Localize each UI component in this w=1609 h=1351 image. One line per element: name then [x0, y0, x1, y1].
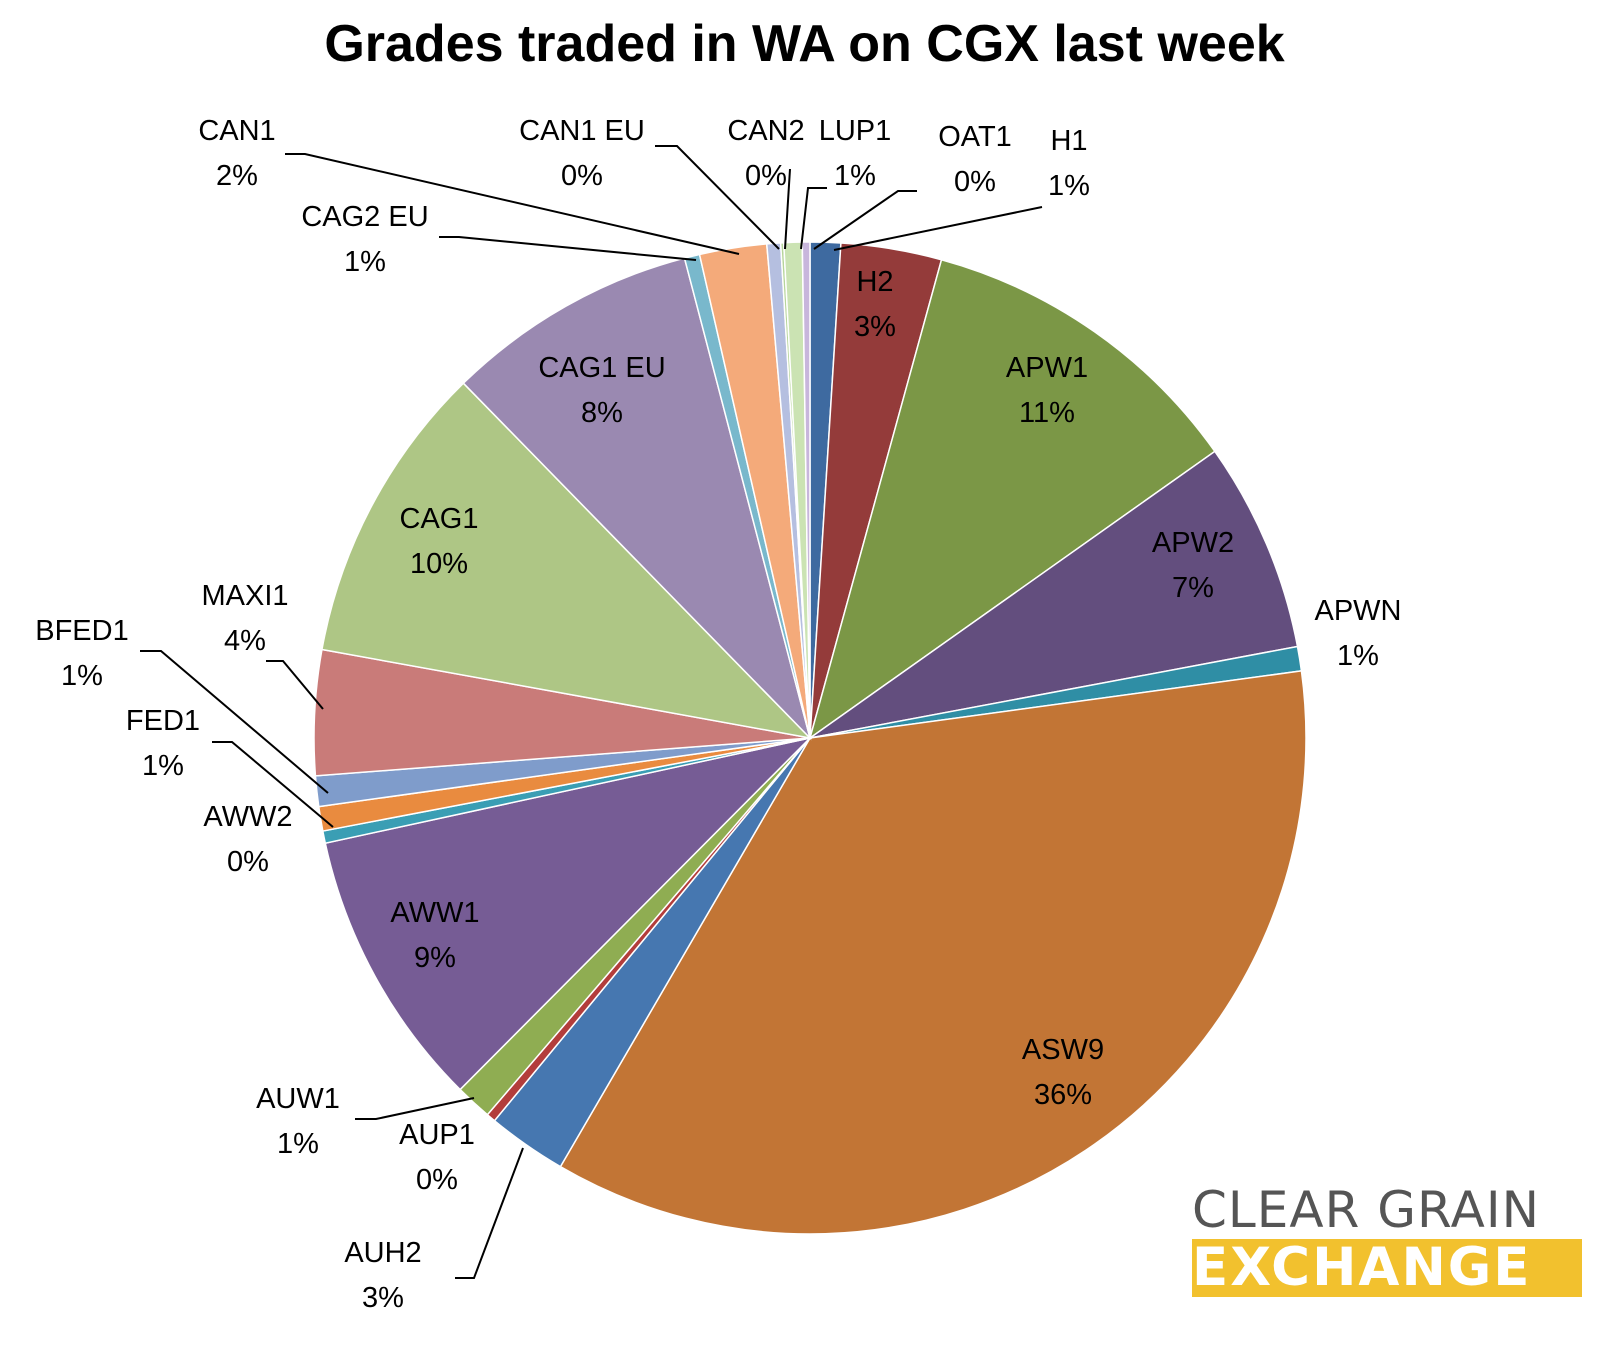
- slice-percent-oat1: 0%: [954, 166, 996, 198]
- logo-line-exchange: EXCHANGE: [1192, 1239, 1582, 1297]
- slice-label-can1-eu: CAN1 EU: [519, 115, 645, 147]
- chart-title: Grades traded in WA on CGX last week: [324, 15, 1285, 73]
- slice-label-lup1: LUP1: [819, 115, 892, 147]
- leader-line-fed1: [212, 741, 334, 828]
- leader-line-can1-eu: [655, 145, 780, 250]
- pie-slice-cag1-eu: [462, 257, 812, 741]
- slice-label-auw1: AUW1: [256, 1083, 340, 1115]
- slice-percent-aww1: 9%: [414, 942, 456, 974]
- slice-label-h2: H2: [856, 266, 893, 298]
- slice-label-h1: H1: [1050, 125, 1087, 157]
- slice-percent-apw1: 11%: [1019, 397, 1075, 429]
- leader-line-oat1: [813, 190, 917, 250]
- pie-slice-apw1: [808, 258, 1216, 740]
- slice-percent-h2: 3%: [854, 311, 896, 343]
- slice-percent-can2: 0%: [745, 160, 787, 192]
- leader-line-cag2-eu: [439, 236, 697, 261]
- slice-label-apw2: APW2: [1152, 527, 1234, 559]
- leader-lines: [140, 145, 1043, 1279]
- leader-line-maxi1: [266, 660, 324, 710]
- slice-percent-aup1: 0%: [416, 1164, 458, 1196]
- slice-label-bfed1: BFED1: [35, 615, 128, 647]
- slice-percent-can1: 2%: [216, 160, 258, 192]
- clear-grain-exchange-logo: CLEAR GRAIN EXCHANGE: [1192, 1183, 1582, 1297]
- pie-slice-apw2: [809, 450, 1299, 739]
- leader-line-auw1: [355, 1097, 475, 1120]
- slice-label-cag2-eu: CAG2 EU: [301, 201, 428, 233]
- slice-percent-cag2-eu: 1%: [344, 246, 386, 278]
- slice-label-can2: CAN2: [727, 115, 804, 147]
- leader-line-h1: [833, 206, 1043, 251]
- slice-label-aww1: AWW1: [390, 897, 479, 929]
- slice-label-cag1-eu: CAG1 EU: [538, 352, 665, 384]
- slice-percent-cag1-eu: 8%: [581, 397, 623, 429]
- slice-percent-maxi1: 4%: [224, 625, 266, 657]
- slice-percent-aww2: 0%: [227, 846, 269, 878]
- slice-label-cag1: CAG1: [400, 503, 479, 535]
- logo-line-clear-grain: CLEAR GRAIN: [1192, 1181, 1541, 1239]
- slice-percent-cag1: 10%: [410, 548, 468, 580]
- slice-label-auh2: AUH2: [344, 1237, 421, 1269]
- leader-line-auh2: [455, 1147, 524, 1279]
- slice-percent-can1-eu: 0%: [561, 160, 603, 192]
- slice-label-oat1: OAT1: [938, 121, 1012, 153]
- slice-percent-auw1: 1%: [277, 1128, 319, 1160]
- pie-slices: [313, 241, 1307, 1235]
- leader-line-lup1: [800, 187, 827, 250]
- slice-label-can1: CAN1: [198, 115, 275, 147]
- slice-percent-h1: 1%: [1048, 170, 1090, 202]
- slice-labels: H1 1% H2 3% APW1 11% APW2 7% APWN 1% ASW9 36% AUH2 3%…: [35, 115, 1401, 1314]
- pie-slice-cag1: [321, 382, 813, 740]
- slice-percent-apwn: 1%: [1337, 640, 1379, 672]
- leader-line-bfed1: [140, 650, 329, 794]
- leader-line-can1: [285, 153, 740, 255]
- slice-percent-bfed1: 1%: [61, 660, 103, 692]
- slice-label-maxi1: MAXI1: [201, 580, 288, 612]
- slice-percent-lup1: 1%: [834, 160, 876, 192]
- slice-percent-asw9: 36%: [1034, 1079, 1092, 1111]
- pie-slice-aww1: [324, 736, 813, 1091]
- leader-line-can2: [784, 168, 791, 250]
- slice-label-apw1: APW1: [1006, 352, 1088, 384]
- slice-label-asw9: ASW9: [1022, 1034, 1104, 1066]
- slice-label-aww2: AWW2: [203, 801, 292, 833]
- slice-percent-fed1: 1%: [142, 750, 184, 782]
- pie-slice-asw9: [559, 670, 1307, 1235]
- slice-label-aup1: AUP1: [399, 1119, 475, 1151]
- slice-percent-auh2: 3%: [362, 1282, 404, 1314]
- slice-label-apwn: APWN: [1315, 595, 1402, 627]
- slice-label-fed1: FED1: [126, 705, 200, 737]
- slice-percent-apw2: 7%: [1172, 572, 1214, 604]
